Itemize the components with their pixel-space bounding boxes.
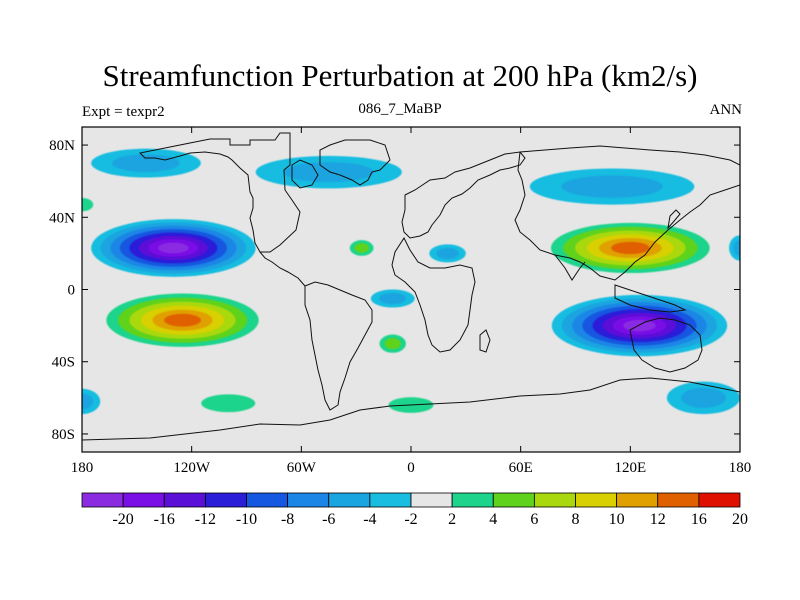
- colorbar-swatch: [616, 492, 659, 508]
- coastline-australia: [629, 317, 703, 373]
- colorbar-swatch: [575, 492, 618, 508]
- contour-low-arctic-eurasia: [529, 168, 695, 205]
- contour-low-equator-africa: [370, 289, 415, 308]
- colorbar-label: -16: [154, 511, 175, 528]
- contour-low-west-pacific-north: [729, 235, 740, 261]
- contour-anticyclone-south-indian: [551, 294, 728, 357]
- page-title: Streamfunction Perturbation at 200 hPa (…: [102, 58, 698, 93]
- contour-low-north-atlantic-70n: [255, 155, 402, 189]
- contour-low-north-pacific-70n: [91, 148, 201, 178]
- x-tick-label: 60W: [287, 460, 317, 476]
- y-tick-label: 80S: [52, 427, 75, 443]
- contour-level-6: [354, 243, 369, 253]
- coastline-india: [554, 254, 586, 281]
- colorbar-label: 10: [609, 511, 625, 528]
- y-tick-label: 0: [68, 283, 76, 299]
- colorbar-label: -6: [322, 511, 335, 528]
- colorbar-label: -20: [112, 511, 133, 528]
- contour-high-north-atlantic: [345, 237, 379, 259]
- contour-cyclone-asia: [538, 219, 722, 277]
- colorbar-label: -10: [236, 511, 257, 528]
- colorbar-label: 12: [650, 511, 666, 528]
- contour-level-neg4: [733, 240, 740, 256]
- colorbar-swatch: [287, 492, 330, 508]
- colorbar-label: 8: [572, 511, 580, 528]
- y-tick-label: 40S: [52, 355, 75, 371]
- x-tick-label: 180: [71, 460, 94, 476]
- colorbar-swatch: [369, 492, 412, 508]
- season-label: ANN: [709, 102, 743, 118]
- case-label: 086_7_MaBP: [358, 101, 442, 117]
- contour-anticyclone-north-pacific: [91, 219, 256, 277]
- coastline-madagascar: [479, 329, 491, 353]
- y-tick-label: 40N: [49, 210, 75, 226]
- coastline-canadian-arctic: [291, 159, 319, 189]
- contour-level-neg20: [158, 242, 189, 254]
- colorbar-label: -12: [195, 511, 216, 528]
- colorbar-label: 6: [530, 511, 538, 528]
- x-tick-label: 180: [729, 460, 752, 476]
- colorbar-swatch: [246, 492, 289, 508]
- colorbar-swatch: [328, 492, 371, 508]
- x-tick-label: 60E: [509, 460, 533, 476]
- colorbar-swatch: [122, 492, 165, 508]
- colorbar-label: -2: [404, 511, 417, 528]
- colorbar-label: 16: [691, 511, 707, 528]
- contour-level-neg4: [680, 387, 726, 408]
- contour-level-neg4: [561, 175, 663, 198]
- contour-level-16: [164, 313, 201, 327]
- contour-high-south-pacific-60s: [184, 388, 273, 418]
- contour-level-neg20: [623, 319, 656, 332]
- colorbar-swatch: [81, 492, 124, 508]
- contour-level-neg4: [379, 292, 407, 305]
- x-tick-label: 0: [407, 460, 415, 476]
- contour-level-neg4: [82, 393, 94, 410]
- contour-level-6: [384, 338, 401, 350]
- coastlines: [82, 132, 740, 441]
- coastline-asia: [514, 145, 740, 281]
- colorbar-swatch: [163, 492, 206, 508]
- colorbar-label: 2: [448, 511, 456, 528]
- coastline-europe: [401, 151, 526, 239]
- axis-ticks: 80N 40N 0 40S 80S 180 120W 60W 0 60E 120E 180: [49, 127, 751, 476]
- contour-low-south-pacific-70s: [666, 381, 740, 415]
- colorbar-swatch: [492, 492, 535, 508]
- colorbar-label: -8: [281, 511, 294, 528]
- coastline-africa: [391, 236, 476, 353]
- contour-level-neg4: [112, 154, 180, 172]
- colorbar-label: -4: [363, 511, 376, 528]
- contour-level-neg4: [436, 247, 459, 259]
- x-tick-label: 120W: [173, 460, 211, 476]
- colorbar-label: 4: [489, 511, 497, 528]
- coastline-indonesia: [614, 284, 687, 313]
- contour-level-4: [82, 197, 94, 212]
- colorbar: -20 -16 -12 -10 -8 -6 -4 -2 2 4 6 8 10 12 16 20: [81, 492, 748, 528]
- coastline-japan: [667, 209, 681, 230]
- contour-anticyclone-south-pacific: [94, 289, 271, 351]
- coastline-south-america: [304, 281, 373, 411]
- colorbar-label: 20: [732, 511, 748, 528]
- contour-low-africa-equator: [429, 244, 466, 263]
- contour-high-south-atlantic: [374, 331, 411, 357]
- coastline-antarctica: [82, 377, 740, 441]
- colorbar-swatch: [533, 492, 576, 508]
- y-tick-label: 80N: [49, 138, 75, 154]
- colorbar-swatch: [204, 492, 247, 508]
- contour-level-neg4: [283, 162, 374, 183]
- contour-level-16: [611, 241, 650, 255]
- contour-high-west-atlantic-north: [82, 193, 101, 216]
- contour-low-south-pacific-60s: [82, 388, 101, 415]
- colorbar-swatch: [451, 492, 494, 508]
- colorbar-swatch: [657, 492, 700, 508]
- colorbar-swatch: [698, 492, 741, 508]
- coastline-greenland: [319, 139, 391, 186]
- contour-field: [82, 148, 740, 418]
- experiment-label: Expt = texpr2: [82, 104, 165, 120]
- x-tick-label: 120E: [614, 460, 646, 476]
- colorbar-swatch: [410, 492, 453, 508]
- coastline-central-america: [259, 251, 306, 287]
- contour-level-4: [201, 394, 256, 413]
- coastline-north-america: [138, 132, 301, 253]
